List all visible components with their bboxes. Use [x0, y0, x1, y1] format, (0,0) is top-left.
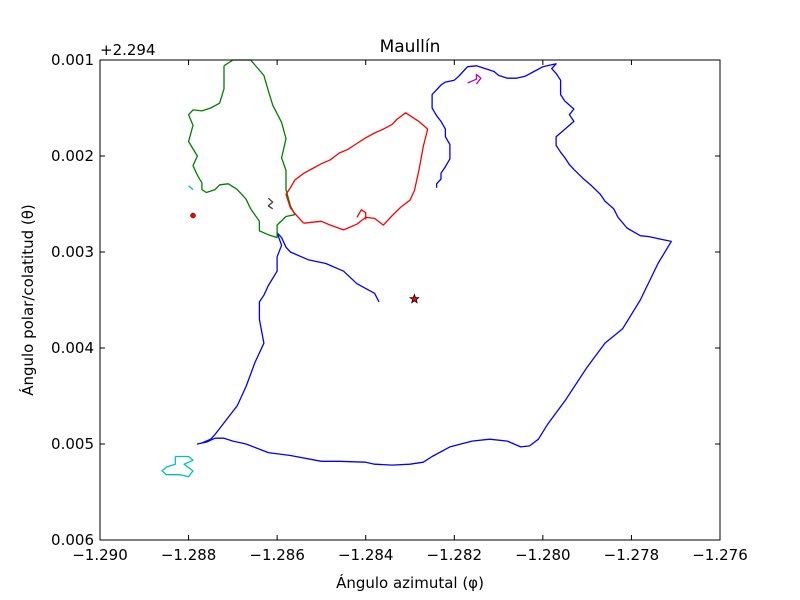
y-tick-label-3: 0.004 [51, 339, 94, 357]
marker-star-0 [409, 293, 420, 304]
series-line-3 [161, 455, 194, 478]
series-line-6 [188, 185, 194, 191]
y-offset-label: +2.294 [100, 41, 156, 59]
x-tick-label-2: −1.286 [249, 546, 305, 564]
x-tick-label-7: −1.276 [692, 546, 748, 564]
series-line-0 [196, 63, 672, 466]
series-line-2 [285, 112, 429, 231]
x-tick-label-3: −1.284 [338, 546, 394, 564]
series-line-4 [467, 73, 482, 85]
y-tick-label-1: 0.002 [51, 147, 94, 165]
x-tick-label-1: −1.288 [161, 546, 217, 564]
y-tick-label-2: 0.003 [51, 243, 94, 261]
y-tick-label-4: 0.005 [51, 435, 94, 453]
x-axis-label: Ángulo azimutal (φ) [336, 573, 484, 592]
x-tick-label-5: −1.280 [515, 546, 571, 564]
x-tick-label-0: −1.290 [72, 546, 128, 564]
series-line-1 [187, 59, 296, 239]
y-axis-label: Ángulo polar/colatitud (θ) [18, 204, 37, 396]
x-tick-label-6: −1.278 [604, 546, 660, 564]
plot-layer [161, 59, 672, 478]
y-tick-label-5: 0.006 [51, 531, 94, 549]
ticks-layer: −1.290 −1.288 −1.286 −1.284 −1.282 −1.280 −1.2… [51, 51, 748, 564]
chart-title: Maullín [380, 37, 441, 57]
plot-frame [99, 59, 721, 541]
series-line-5 [267, 197, 274, 210]
x-tick-label-4: −1.282 [427, 546, 483, 564]
y-tick-label-0: 0.001 [51, 51, 94, 69]
marker-dot-1 [190, 212, 196, 219]
series-line-7 [356, 209, 367, 220]
